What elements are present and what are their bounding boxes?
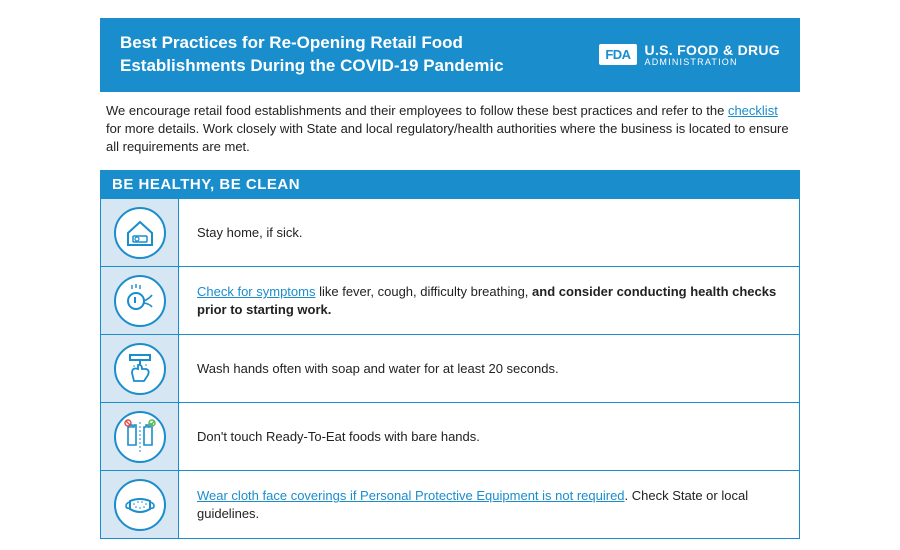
practice-row: Stay home, if sick. xyxy=(101,199,799,267)
intro-paragraph: We encourage retail food establishments … xyxy=(100,92,800,171)
brand-sub: ADMINISTRATION xyxy=(645,58,780,67)
icon-cell xyxy=(101,199,179,266)
practice-text-segment: Stay home, if sick. xyxy=(197,225,302,240)
practice-row: Check for symptoms like fever, cough, di… xyxy=(101,267,799,335)
gloves-icon xyxy=(114,411,166,463)
icon-cell xyxy=(101,267,179,334)
brand-text: U.S. FOOD & DRUG ADMINISTRATION xyxy=(645,43,780,67)
home-icon xyxy=(114,207,166,259)
practice-link[interactable]: Wear cloth face coverings if Personal Pr… xyxy=(197,488,625,503)
mask-icon xyxy=(114,479,166,531)
icon-cell xyxy=(101,403,179,470)
icon-cell xyxy=(101,471,179,538)
checklist-link[interactable]: checklist xyxy=(728,103,778,118)
practice-link[interactable]: Check for symptoms xyxy=(197,284,315,299)
section-title: BE HEALTHY, BE CLEAN xyxy=(100,170,800,199)
practice-text: Check for symptoms like fever, cough, di… xyxy=(179,267,799,334)
symptoms-icon xyxy=(114,275,166,327)
practice-text: Don't touch Ready-To-Eat foods with bare… xyxy=(179,403,799,470)
practice-rows: Stay home, if sick. Check for symptoms li… xyxy=(100,199,800,539)
practice-text-segment: Wash hands often with soap and water for… xyxy=(197,361,559,376)
brand-main: U.S. FOOD & DRUG xyxy=(645,43,780,58)
practice-text: Stay home, if sick. xyxy=(179,199,799,266)
brand: FDA U.S. FOOD & DRUG ADMINISTRATION xyxy=(599,43,780,67)
practice-text: Wash hands often with soap and water for… xyxy=(179,335,799,402)
practice-row: Wash hands often with soap and water for… xyxy=(101,335,799,403)
header: Best Practices for Re-Opening Retail Foo… xyxy=(100,18,800,92)
page-title: Best Practices for Re-Opening Retail Foo… xyxy=(120,32,529,78)
wash-icon xyxy=(114,343,166,395)
icon-cell xyxy=(101,335,179,402)
practice-text-segment: like fever, cough, difficulty breathing, xyxy=(315,284,532,299)
practice-row: Don't touch Ready-To-Eat foods with bare… xyxy=(101,403,799,471)
practice-row: Wear cloth face coverings if Personal Pr… xyxy=(101,471,799,539)
intro-pre: We encourage retail food establishments … xyxy=(106,103,728,118)
fda-badge: FDA xyxy=(599,44,636,65)
intro-post: for more details. Work closely with Stat… xyxy=(106,121,789,154)
practice-text-segment: Don't touch Ready-To-Eat foods with bare… xyxy=(197,429,480,444)
practice-text: Wear cloth face coverings if Personal Pr… xyxy=(179,471,799,538)
